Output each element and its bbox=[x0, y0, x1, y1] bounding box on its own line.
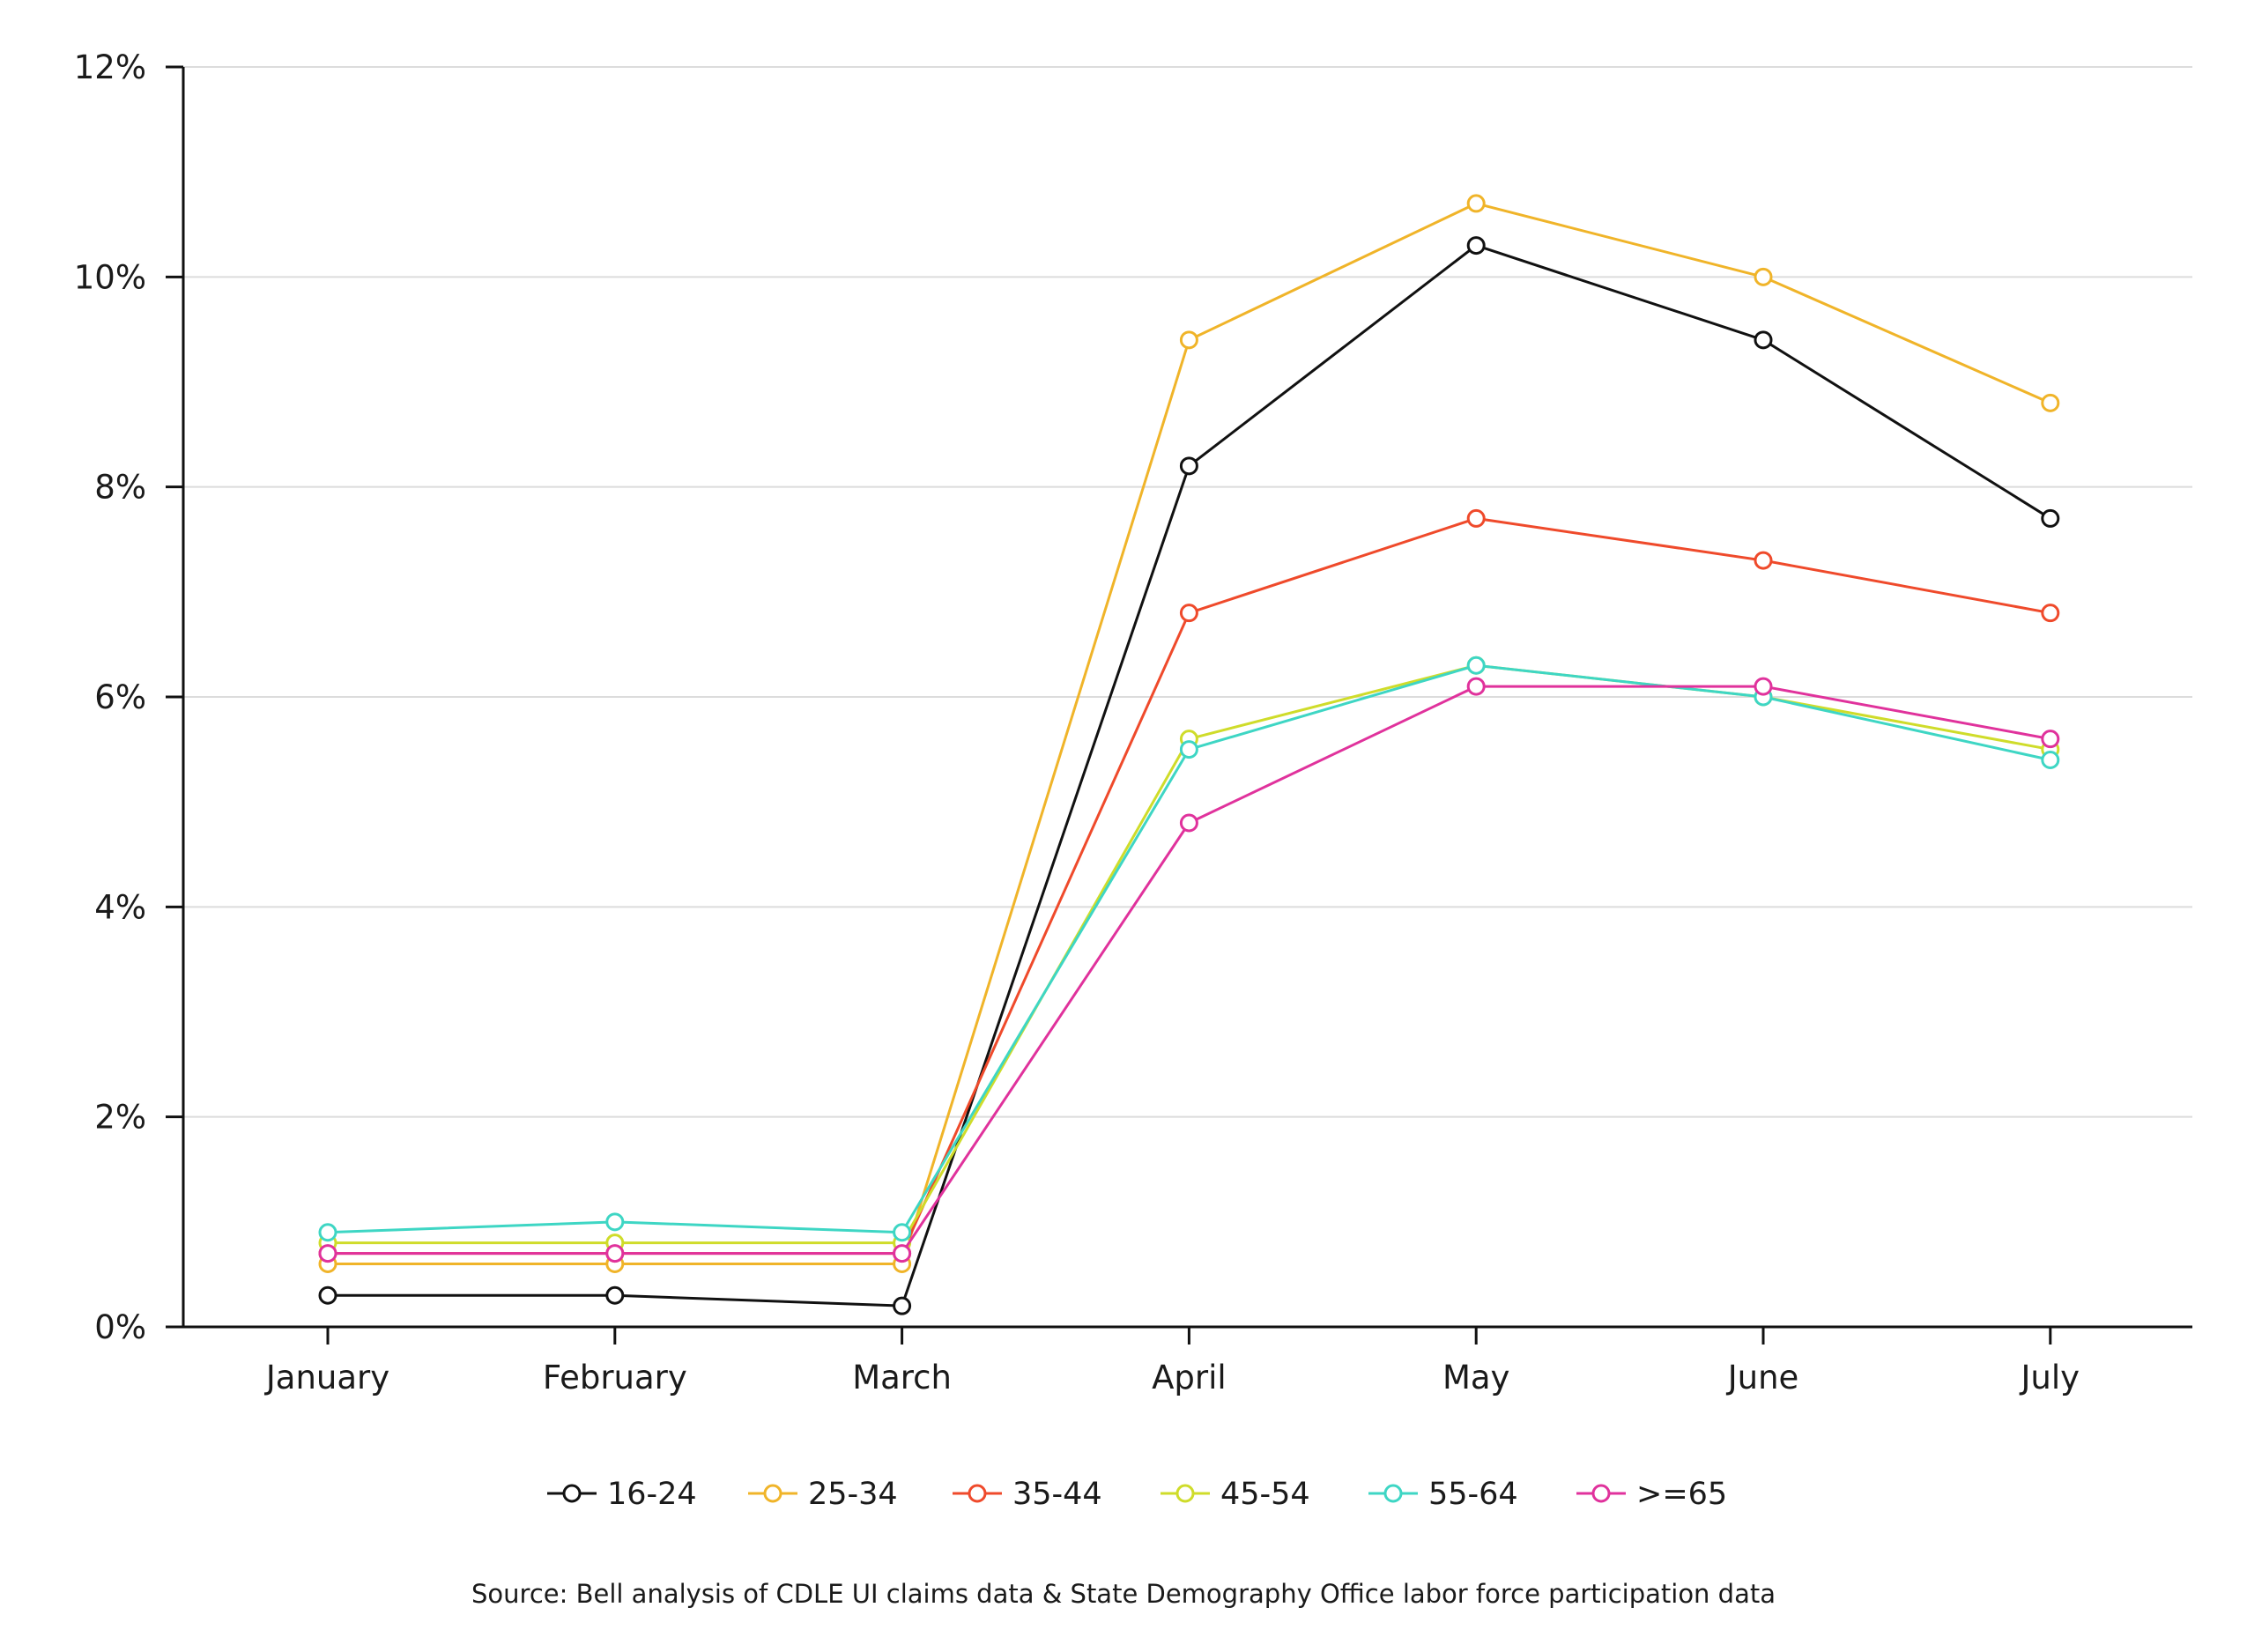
series-group bbox=[318, 194, 2060, 1315]
data-point bbox=[1754, 677, 1773, 696]
y-tick-label: 8% bbox=[94, 469, 146, 507]
data-point bbox=[1754, 267, 1773, 286]
legend-item: 55-64 bbox=[1368, 1477, 1518, 1512]
x-tick-label: May bbox=[1442, 1359, 1510, 1396]
legend-item: 35-44 bbox=[953, 1477, 1102, 1512]
legend-label: 45-54 bbox=[1220, 1477, 1310, 1512]
data-point bbox=[1179, 456, 1198, 476]
legend-label: >=65 bbox=[1636, 1477, 1727, 1512]
x-tick-label: March bbox=[852, 1359, 952, 1396]
data-point bbox=[605, 1285, 625, 1305]
x-tick-label: June bbox=[1726, 1359, 1799, 1396]
x-tick-label: July bbox=[2020, 1359, 2080, 1396]
data-point bbox=[1466, 236, 1486, 256]
legend-swatch-marker bbox=[1175, 1484, 1195, 1503]
y-tick-label: 2% bbox=[94, 1099, 146, 1137]
data-point bbox=[605, 1244, 625, 1263]
data-point bbox=[893, 1244, 912, 1263]
data-point bbox=[1179, 604, 1198, 623]
series-line bbox=[328, 685, 2051, 1256]
y-tick-label: 4% bbox=[94, 888, 146, 926]
data-point bbox=[2041, 751, 2060, 769]
gridlines bbox=[183, 66, 2192, 1118]
data-point bbox=[1466, 508, 1486, 528]
data-point bbox=[2041, 730, 2060, 749]
data-point bbox=[893, 1296, 912, 1315]
data-point bbox=[1466, 194, 1486, 213]
data-point bbox=[1179, 330, 1198, 350]
y-tick-label: 6% bbox=[94, 678, 146, 716]
source-note: Source: Bell analysis of CDLE UI claims … bbox=[471, 1579, 1776, 1609]
data-point bbox=[318, 1285, 337, 1305]
legend-swatch-marker bbox=[562, 1484, 582, 1503]
data-point bbox=[1179, 813, 1198, 833]
series-2 bbox=[318, 194, 2060, 1273]
data-point bbox=[1754, 330, 1773, 350]
data-point bbox=[1466, 677, 1486, 696]
series-1 bbox=[318, 236, 2060, 1315]
x-tick-label: February bbox=[543, 1359, 687, 1396]
legend-label: 55-64 bbox=[1428, 1477, 1518, 1512]
data-point bbox=[2041, 604, 2060, 623]
legend-label: 16-24 bbox=[607, 1477, 697, 1512]
legend-item: 45-54 bbox=[1161, 1477, 1310, 1512]
data-point bbox=[2041, 508, 2060, 528]
series-line bbox=[328, 516, 2051, 1256]
x-tick-label: April bbox=[1152, 1359, 1227, 1396]
legend-swatch-marker bbox=[1591, 1484, 1611, 1503]
legend-item: 25-34 bbox=[748, 1477, 898, 1512]
data-point bbox=[318, 1244, 337, 1263]
data-point bbox=[893, 1223, 912, 1242]
y-tick-label: 0% bbox=[94, 1308, 146, 1346]
legend-item: >=65 bbox=[1576, 1477, 1727, 1512]
legend-item: 16-24 bbox=[547, 1477, 697, 1512]
legend-swatch-marker bbox=[968, 1484, 987, 1503]
series-5 bbox=[318, 656, 2060, 1242]
y-tick-label: 10% bbox=[74, 258, 146, 296]
data-point bbox=[605, 1212, 625, 1232]
x-axis-ticks: January February March April May June July bbox=[264, 1327, 2080, 1396]
series-line bbox=[328, 244, 2051, 1308]
data-point bbox=[2041, 393, 2060, 412]
legend: 16-24 25-34 35-44 45-54 55-64 >=65 bbox=[547, 1477, 1727, 1512]
y-tick-label: 12% bbox=[74, 48, 146, 86]
legend-label: 35-44 bbox=[1012, 1477, 1102, 1512]
y-axis-ticks: 0% 2% 4% 6% 8% 10% 12% bbox=[74, 48, 183, 1346]
data-point bbox=[318, 1223, 337, 1242]
data-point bbox=[1179, 740, 1198, 759]
legend-swatch-marker bbox=[763, 1484, 782, 1503]
data-point bbox=[1754, 551, 1773, 570]
legend-label: 25-34 bbox=[808, 1477, 898, 1512]
x-tick-label: January bbox=[264, 1359, 389, 1396]
legend-swatch-marker bbox=[1383, 1484, 1403, 1503]
series-6 bbox=[318, 677, 2060, 1263]
data-point bbox=[1466, 656, 1486, 675]
series-3 bbox=[318, 508, 2060, 1263]
